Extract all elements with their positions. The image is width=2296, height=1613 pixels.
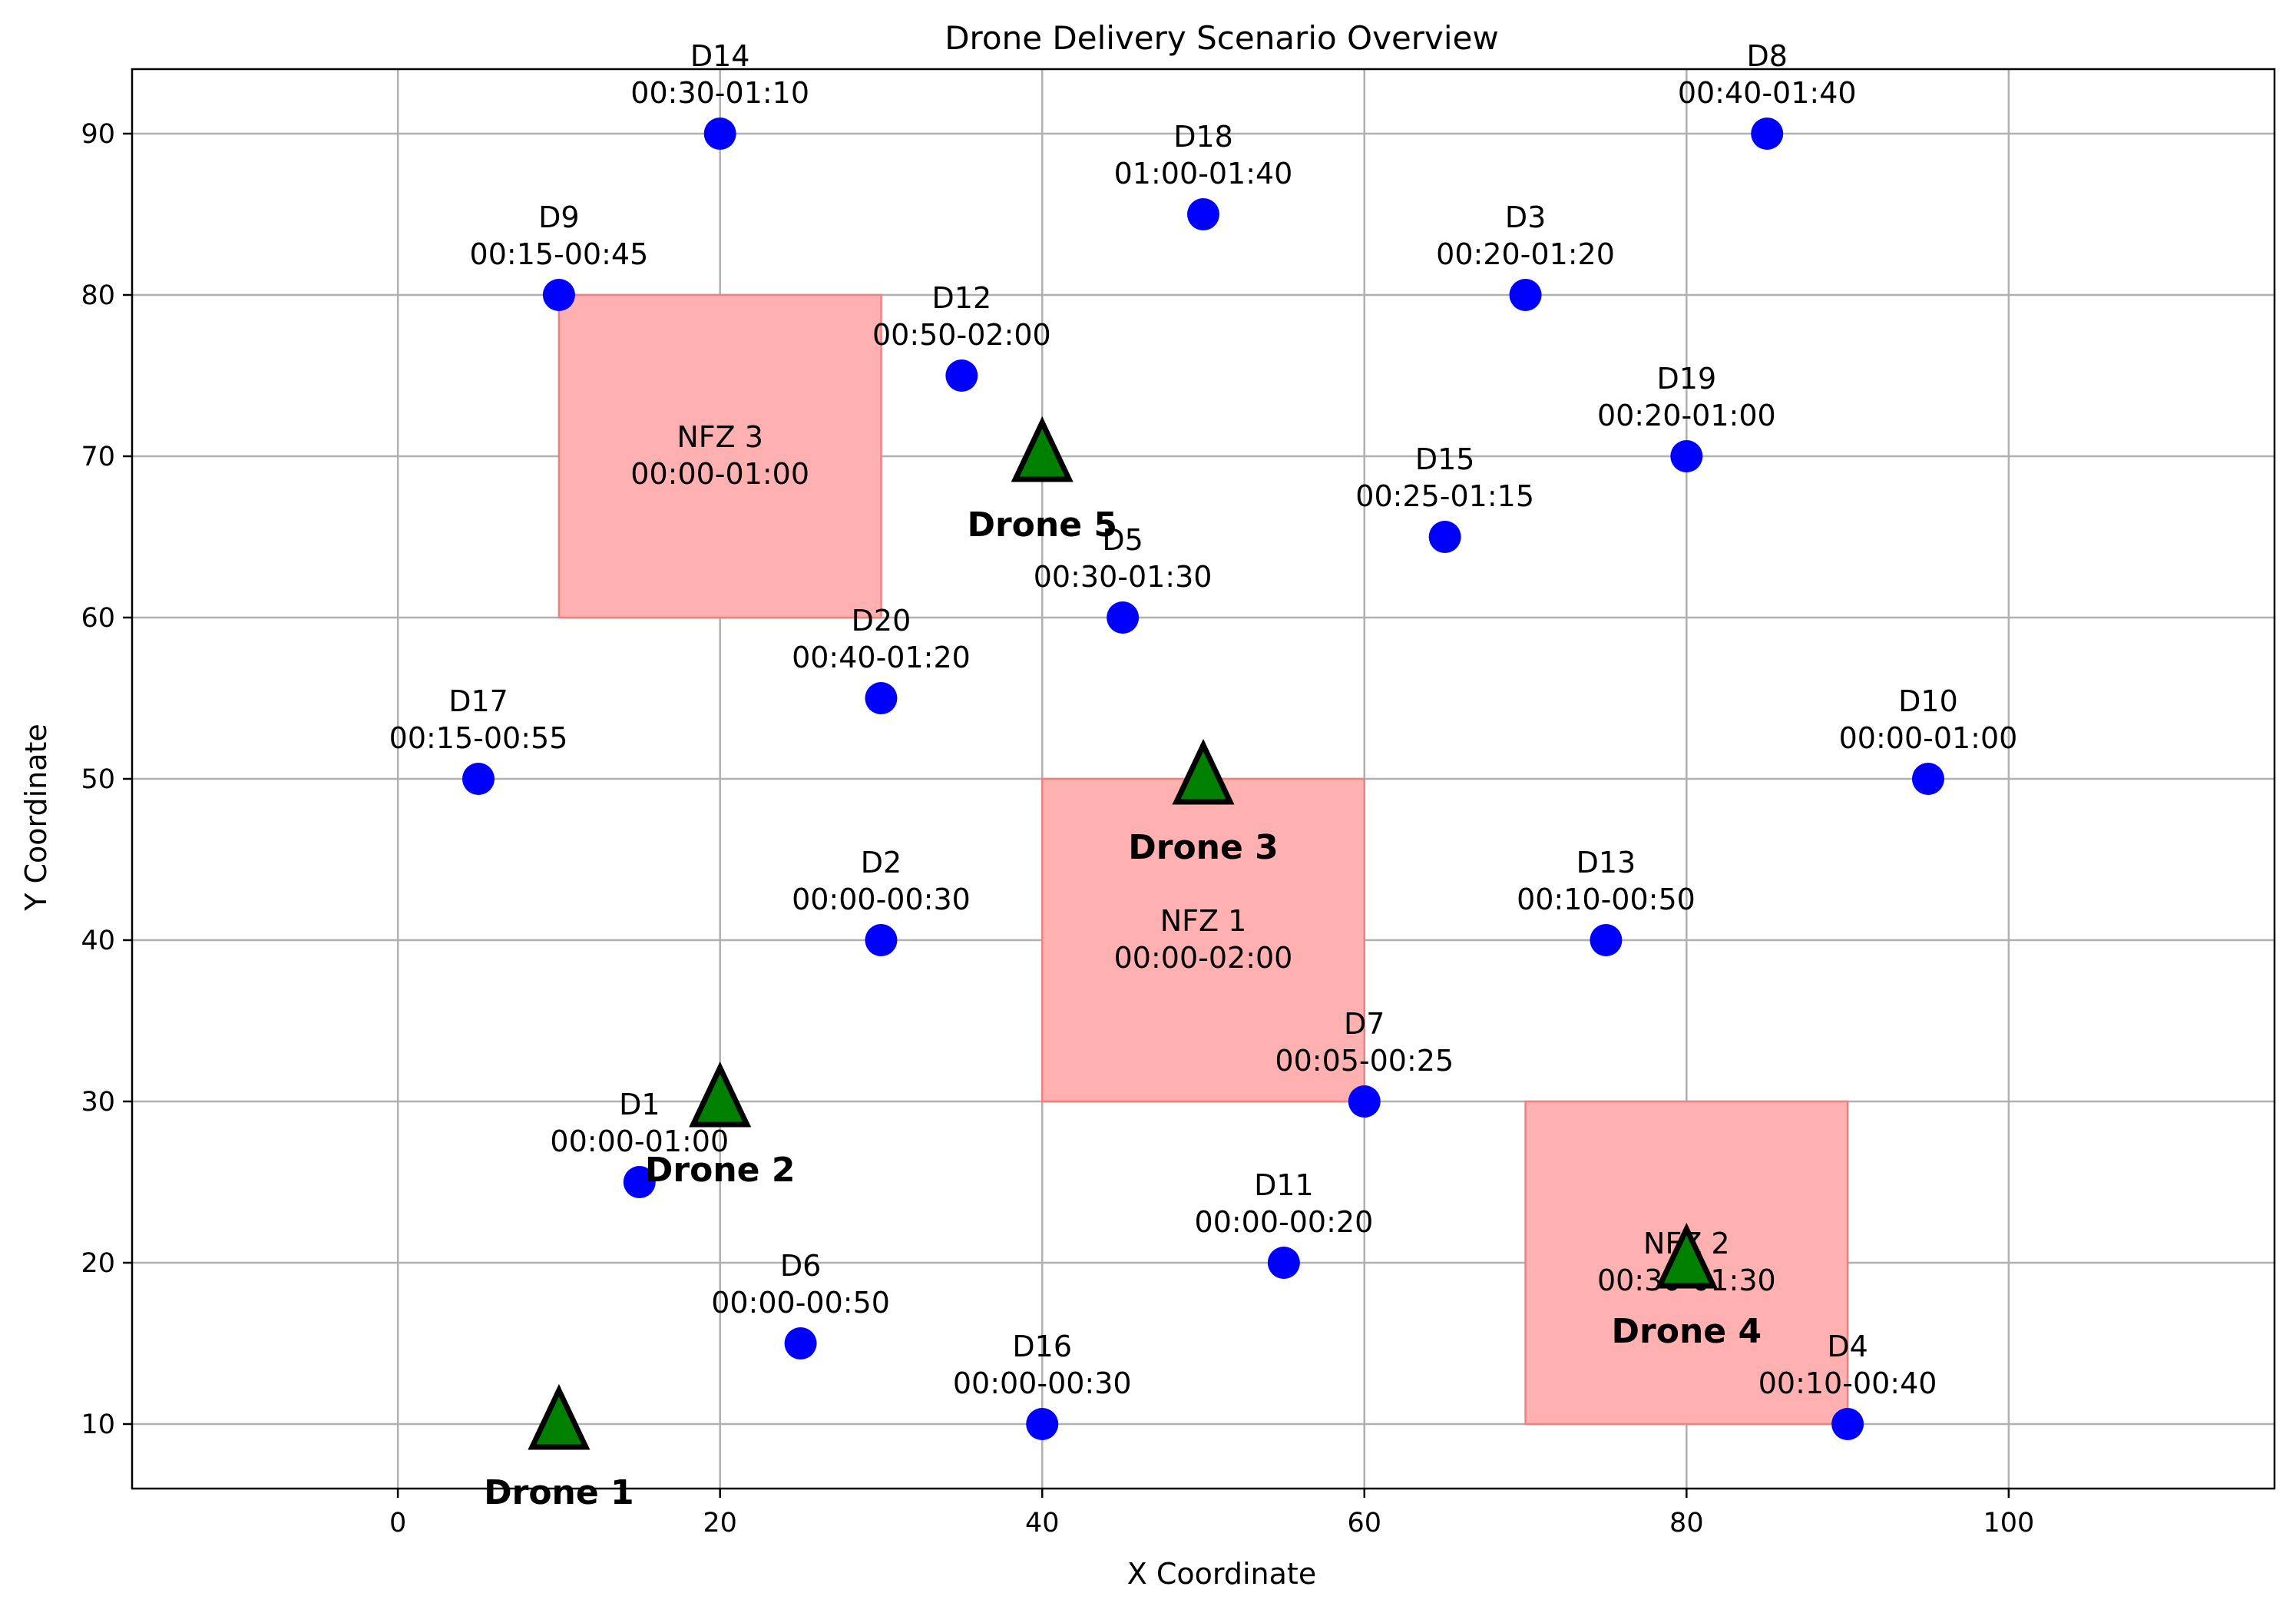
delivery-name-label: D1: [619, 1088, 660, 1121]
x-tick-label: 80: [1669, 1508, 1704, 1538]
delivery-window-label: 00:00-01:00: [1839, 721, 2018, 755]
delivery-point: [1428, 521, 1461, 553]
delivery-window-label: 00:00-00:30: [792, 883, 971, 916]
delivery-point: [784, 1327, 817, 1360]
delivery-name-label: D3: [1505, 200, 1546, 234]
delivery-name-label: D7: [1344, 1007, 1385, 1041]
delivery-name-label: D11: [1254, 1168, 1314, 1202]
delivery-point: [1911, 763, 1944, 795]
delivery-point: [1187, 198, 1219, 230]
delivery-name-label: D16: [1012, 1330, 1072, 1363]
y-tick-label: 60: [81, 603, 115, 634]
y-tick-label: 80: [81, 280, 115, 311]
x-tick-label: 20: [703, 1508, 737, 1538]
delivery-point: [542, 279, 575, 311]
delivery-window-label: 00:50-02:00: [872, 318, 1051, 352]
x-tick-label: 100: [1983, 1508, 2034, 1538]
drone-marker: [1172, 738, 1235, 805]
nfz-window-label: 00:00-01:00: [630, 457, 809, 491]
delivery-name-label: D4: [1827, 1330, 1868, 1363]
delivery-window-label: 00:30-01:30: [1034, 560, 1213, 594]
delivery-point: [1831, 1408, 1864, 1440]
delivery-point: [1751, 118, 1784, 150]
delivery-window-label: 00:00-00:50: [711, 1286, 890, 1320]
drone-label: Drone 1: [484, 1473, 634, 1512]
y-tick-label: 10: [81, 1409, 115, 1440]
delivery-name-label: D20: [852, 604, 911, 638]
delivery-name-label: D10: [1898, 684, 1958, 718]
y-tick-label: 20: [81, 1248, 115, 1279]
drone-marker: [1011, 416, 1074, 482]
delivery-point: [1026, 1408, 1059, 1440]
delivery-window-label: 00:30-01:10: [630, 76, 809, 110]
delivery-window-label: 00:00-00:30: [953, 1366, 1132, 1400]
delivery-point: [1348, 1085, 1381, 1118]
delivery-name-label: D5: [1102, 523, 1143, 557]
delivery-point: [623, 1166, 656, 1198]
delivery-window-label: 01:00-01:40: [1114, 157, 1293, 190]
delivery-name-label: D14: [690, 39, 750, 73]
delivery-window-label: 00:40-01:20: [792, 641, 971, 674]
delivery-point: [1267, 1247, 1300, 1279]
y-tick-label: 50: [81, 764, 115, 795]
no-fly-zone-3: [557, 293, 882, 619]
y-tick-label: 90: [81, 119, 115, 150]
delivery-point: [1509, 279, 1542, 311]
delivery-point: [703, 118, 736, 150]
drone-label: Drone 5: [967, 505, 1117, 545]
delivery-name-label: D18: [1173, 120, 1233, 154]
drone-label: Drone 3: [1128, 828, 1279, 867]
delivery-point: [865, 682, 898, 714]
nfz-name-label: NFZ 3: [677, 420, 763, 454]
nfz-window-label: 00:00-02:00: [1114, 941, 1293, 975]
delivery-window-label: 00:20-01:20: [1436, 237, 1615, 271]
y-axis-label: Y Coordinate: [19, 724, 53, 912]
drone-label: Drone 4: [1612, 1312, 1762, 1351]
nfz-name-label: NFZ 1: [1160, 904, 1247, 938]
drone-marker: [1655, 1222, 1718, 1289]
delivery-window-label: 00:40-01:40: [1678, 76, 1857, 110]
delivery-point: [1107, 601, 1140, 634]
y-tick-label: 30: [81, 1087, 115, 1118]
y-tick-label: 70: [81, 442, 115, 472]
delivery-point: [945, 359, 978, 392]
delivery-window-label: 00:10-00:50: [1517, 883, 1696, 916]
x-tick-label: 40: [1025, 1508, 1060, 1538]
x-tick-label: 0: [389, 1508, 406, 1538]
delivery-name-label: D19: [1657, 362, 1717, 396]
drone-label: Drone 2: [645, 1151, 796, 1190]
delivery-window-label: 00:15-00:55: [389, 721, 568, 755]
drone-marker: [528, 1383, 591, 1450]
delivery-name-label: D12: [932, 281, 992, 315]
delivery-name-label: D2: [861, 846, 902, 879]
delivery-name-label: D15: [1415, 442, 1475, 476]
delivery-window-label: 00:15-00:45: [470, 237, 649, 271]
delivery-point: [1670, 440, 1703, 472]
delivery-window-label: 00:00-01:00: [550, 1124, 729, 1158]
delivery-point: [865, 924, 898, 956]
delivery-name-label: D9: [538, 200, 579, 234]
delivery-window-label: 00:20-01:00: [1597, 399, 1776, 432]
delivery-point: [462, 763, 495, 795]
delivery-name-label: D8: [1746, 39, 1787, 73]
x-tick-label: 60: [1348, 1508, 1382, 1538]
chart-title: Drone Delivery Scenario Overview: [945, 19, 1499, 57]
no-fly-zone-1: [1040, 777, 1366, 1103]
delivery-window-label: 00:10-00:40: [1758, 1366, 1937, 1400]
delivery-point: [1590, 924, 1623, 956]
delivery-window-label: 00:00-00:20: [1195, 1205, 1374, 1239]
drone-marker: [689, 1061, 752, 1128]
y-tick-label: 40: [81, 926, 115, 956]
x-axis-label: X Coordinate: [1127, 1557, 1316, 1591]
delivery-name-label: D6: [780, 1249, 821, 1283]
delivery-name-label: D17: [448, 684, 508, 718]
delivery-window-label: 00:05-00:25: [1275, 1044, 1454, 1078]
delivery-window-label: 00:25-01:15: [1355, 479, 1534, 513]
delivery-name-label: D13: [1576, 846, 1636, 879]
